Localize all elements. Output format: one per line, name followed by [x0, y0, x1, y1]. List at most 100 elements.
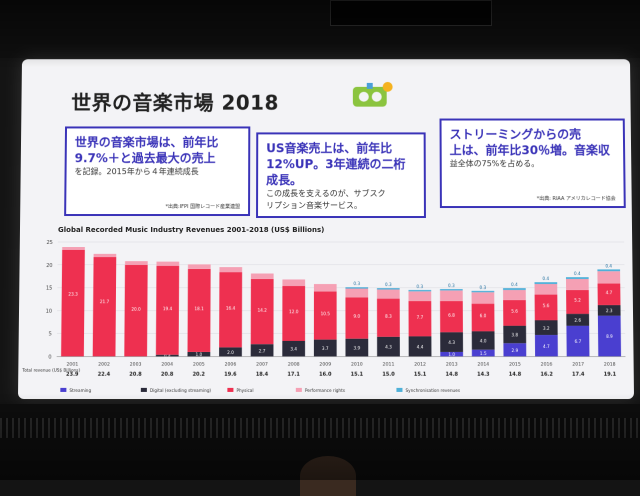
data-label: 0.4: [542, 276, 549, 281]
bar-segment: [344, 286, 368, 288]
legend-label: Performance rights: [305, 388, 345, 393]
data-label: 21.7: [100, 299, 110, 304]
bar-segment: [156, 261, 179, 266]
bar-segment: [534, 284, 558, 295]
x-tick-label: 2007: [256, 362, 268, 368]
data-label: 4.4: [417, 344, 424, 349]
data-label: 3.4: [290, 347, 297, 352]
total-value: 20.2: [193, 372, 206, 378]
x-tick-label: 2004: [161, 362, 173, 368]
y-tick-label: 20: [46, 263, 52, 269]
data-label: 4.7: [606, 290, 613, 295]
data-label: 0.3: [385, 282, 392, 287]
x-tick-label: 2008: [288, 362, 300, 368]
bar-segment: [565, 279, 589, 290]
bar-segment: [597, 269, 621, 272]
data-label: 18.1: [194, 306, 204, 311]
bar-segment: [376, 287, 399, 289]
bar-segment: [408, 289, 432, 292]
total-value: 19.6: [224, 372, 237, 378]
ceiling-fixture: [330, 0, 492, 26]
bar-segment: [62, 246, 85, 250]
data-label: 3.7: [322, 346, 329, 351]
bar-segment: [313, 283, 336, 291]
data-label: 0.3: [480, 285, 487, 290]
data-label: 0.3: [416, 284, 423, 289]
data-label: 4.3: [385, 345, 392, 350]
bar-segment: [187, 264, 211, 269]
y-tick-label: 5: [49, 332, 52, 338]
legend-swatch: [295, 387, 302, 392]
x-tick-label: 2003: [130, 362, 142, 368]
bar-segment: [471, 290, 495, 293]
total-value: 15.1: [351, 372, 364, 378]
audience-head: [300, 456, 356, 496]
x-tick-label: 2005: [193, 362, 205, 368]
data-label: 14.2: [257, 307, 267, 312]
total-value: 18.4: [256, 372, 269, 378]
data-label: 4.7: [543, 344, 550, 349]
data-label: 6.7: [575, 339, 582, 344]
ceiling: [0, 0, 640, 58]
total-value: 14.3: [477, 372, 490, 378]
x-tick-label: 2010: [351, 362, 363, 368]
data-label: 0.4: [511, 282, 518, 287]
bar-segment: [597, 271, 621, 284]
y-tick-label: 15: [46, 286, 52, 292]
data-label: 6.0: [480, 313, 487, 318]
legend-label: Digital (excluding streaming): [150, 388, 212, 393]
data-label: 2.3: [606, 308, 613, 313]
data-label: 1.5: [480, 351, 487, 356]
legend-label: Streaming: [69, 388, 91, 393]
bar-segment: [471, 292, 495, 304]
x-tick-label: 2018: [604, 362, 616, 368]
stage-railing: [0, 418, 640, 438]
data-label: 6.8: [448, 313, 455, 318]
total-value: 17.1: [287, 372, 300, 378]
bar-segment: [408, 291, 432, 301]
bar-segment: [344, 287, 368, 297]
total-value: 15.1: [414, 372, 427, 378]
bar-segment: [93, 253, 117, 257]
data-label: 3.8: [511, 332, 518, 337]
bar-segment: [376, 289, 400, 299]
data-label: 0.4: [574, 271, 581, 276]
x-tick-label: 2015: [509, 362, 521, 368]
total-value: 16.2: [540, 372, 553, 378]
totals-row-label: Total revenue (US$ Billions): [21, 368, 80, 373]
bar-segment: [281, 278, 305, 286]
data-label: 7.7: [417, 315, 424, 320]
bar-segment: [61, 249, 85, 357]
x-tick-label: 2017: [572, 362, 584, 368]
data-label: 2.6: [574, 318, 581, 323]
data-label: 20.0: [131, 307, 141, 312]
bar-segment: [124, 260, 148, 265]
legend-label: Physical: [236, 388, 253, 393]
data-label: 2.9: [511, 348, 518, 353]
revenue-bar-chart: 051015202523.3200123.921.7200222.420.020…: [21, 240, 634, 393]
bar-segment: [503, 288, 526, 290]
y-tick-label: 10: [46, 309, 52, 315]
legend-swatch: [140, 387, 147, 392]
legend-swatch: [227, 387, 234, 392]
bar-segment: [565, 277, 589, 280]
data-label: 8.3: [385, 314, 392, 319]
x-tick-label: 2006: [225, 362, 237, 368]
total-value: 14.8: [509, 372, 522, 378]
x-tick-label: 2002: [98, 362, 110, 368]
bar-segment: [219, 266, 242, 272]
x-tick-label: 2014: [477, 362, 489, 368]
data-label: 16.4: [226, 306, 236, 311]
bar-segment: [92, 257, 117, 357]
bar-segment: [503, 289, 526, 301]
bar-segment: [250, 273, 274, 279]
total-value: 17.4: [572, 372, 585, 378]
legend-swatch: [396, 387, 403, 392]
x-tick-label: 2012: [414, 362, 426, 368]
data-label: 4.3: [448, 340, 455, 345]
bar-segment: [534, 282, 558, 285]
data-label: 0.3: [448, 283, 455, 288]
data-label: 0.4: [605, 263, 612, 268]
x-tick-label: 2016: [541, 362, 553, 368]
